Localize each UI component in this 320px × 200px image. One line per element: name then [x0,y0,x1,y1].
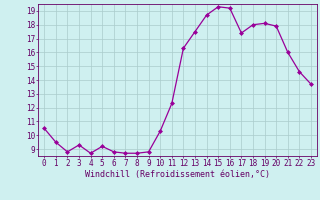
X-axis label: Windchill (Refroidissement éolien,°C): Windchill (Refroidissement éolien,°C) [85,170,270,179]
